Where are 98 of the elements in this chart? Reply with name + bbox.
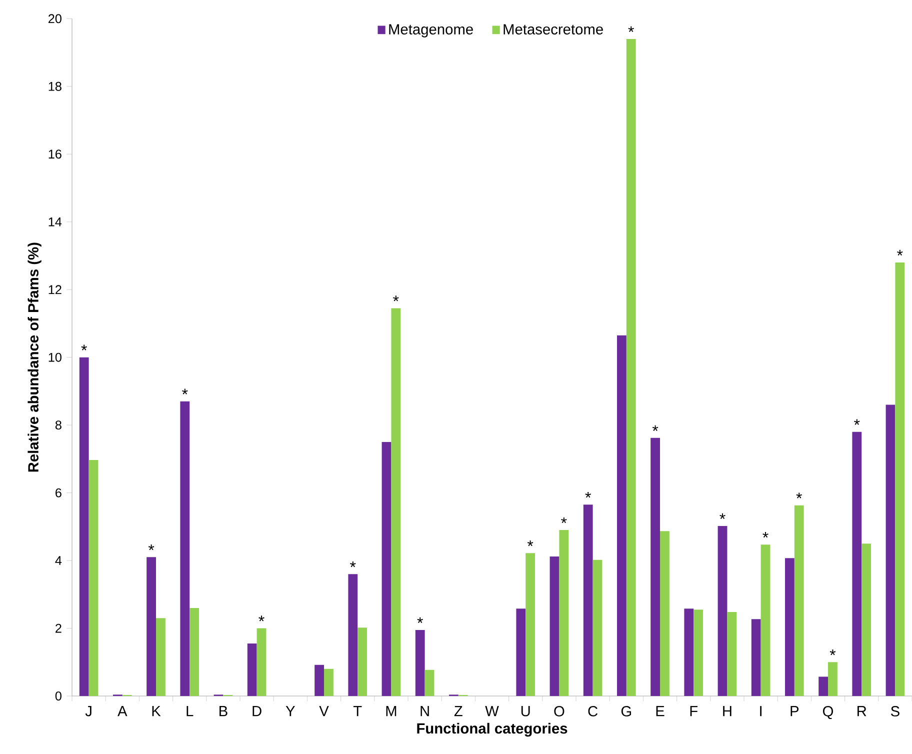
y-tick-label: 20 bbox=[48, 14, 62, 24]
bar bbox=[559, 530, 569, 696]
y-tick-label: 4 bbox=[55, 556, 62, 565]
bar bbox=[760, 544, 770, 696]
annotation: * bbox=[182, 388, 188, 394]
x-tick-label: I bbox=[760, 706, 762, 716]
annotation: * bbox=[350, 561, 356, 568]
bar bbox=[828, 662, 838, 696]
x-tick-label: R bbox=[858, 706, 866, 716]
bar bbox=[852, 432, 862, 696]
bar bbox=[314, 664, 324, 696]
annotation: * bbox=[417, 617, 423, 623]
bar bbox=[146, 557, 156, 696]
x-tick-label: L bbox=[186, 706, 194, 716]
annotation: * bbox=[796, 492, 802, 498]
bar bbox=[382, 442, 392, 696]
bar bbox=[180, 401, 190, 696]
bar bbox=[256, 628, 266, 696]
annotation: * bbox=[258, 616, 264, 622]
bar bbox=[694, 610, 704, 696]
annotation: * bbox=[628, 26, 634, 32]
y-tick-label: 18 bbox=[48, 82, 62, 91]
x-tick-label: Y bbox=[286, 706, 295, 716]
bar bbox=[886, 404, 896, 696]
x-tick-label: F bbox=[690, 706, 698, 716]
x-tick-label: P bbox=[790, 706, 799, 716]
x-tick-label: B bbox=[220, 706, 228, 716]
y-tick-label: 0 bbox=[55, 692, 62, 700]
annotation: * bbox=[830, 650, 836, 656]
bar bbox=[526, 553, 536, 696]
x-tick-label: G bbox=[621, 706, 632, 716]
bar bbox=[684, 608, 694, 696]
x-tick-label: T bbox=[353, 706, 362, 716]
annotation: * bbox=[762, 532, 768, 538]
x-tick-label: S bbox=[890, 706, 900, 716]
y-tick-label: 10 bbox=[48, 352, 62, 362]
x-tick-label: C bbox=[588, 706, 598, 716]
bar bbox=[660, 531, 670, 696]
annotation: * bbox=[81, 344, 87, 350]
annotation: * bbox=[148, 544, 154, 550]
annotation: * bbox=[720, 513, 726, 519]
bar bbox=[516, 608, 526, 696]
x-tick-label: W bbox=[485, 706, 499, 716]
annotation: * bbox=[854, 419, 860, 425]
bar bbox=[727, 612, 737, 696]
annotation: * bbox=[897, 250, 903, 256]
bar bbox=[751, 619, 761, 696]
x-tick-label: Z bbox=[454, 706, 462, 716]
bar bbox=[358, 628, 368, 696]
y-tick-label: 6 bbox=[56, 488, 62, 498]
bar bbox=[324, 668, 334, 696]
bar bbox=[156, 618, 166, 696]
legend-label: Metasecretome bbox=[504, 24, 603, 34]
legend-label: Metagenome bbox=[389, 24, 473, 38]
bar bbox=[550, 556, 560, 696]
x-tick-label: V bbox=[319, 706, 329, 716]
bar bbox=[895, 262, 905, 696]
y-axis-title: Relative abundance of Pfams (%) bbox=[28, 242, 42, 472]
bar bbox=[592, 560, 602, 696]
bar bbox=[190, 608, 200, 696]
x-tick-label: U bbox=[521, 706, 530, 716]
y-tick-label: 16 bbox=[48, 150, 62, 159]
bar bbox=[626, 38, 636, 696]
y-tick-label: 8 bbox=[55, 420, 62, 430]
annotation: * bbox=[393, 296, 399, 302]
bar bbox=[794, 505, 804, 696]
bar bbox=[862, 544, 872, 696]
y-tick-label: 14 bbox=[48, 218, 62, 226]
x-tick-label: A bbox=[118, 706, 128, 716]
bar bbox=[88, 460, 98, 696]
x-tick-label: H bbox=[723, 706, 732, 716]
x-tick-label: M bbox=[386, 706, 396, 716]
bar bbox=[583, 504, 593, 696]
bar bbox=[818, 676, 828, 696]
bar bbox=[391, 308, 401, 696]
y-tick-label: 12 bbox=[48, 285, 62, 294]
x-tick-label: K bbox=[152, 706, 161, 716]
annotation: * bbox=[527, 540, 534, 546]
bar bbox=[348, 574, 358, 696]
bar bbox=[415, 630, 425, 696]
x-tick-label: Q bbox=[822, 706, 834, 720]
bar bbox=[79, 357, 89, 696]
bar bbox=[247, 644, 257, 696]
bar bbox=[650, 438, 660, 696]
annotation: * bbox=[652, 425, 658, 431]
x-tick-label: E bbox=[656, 706, 664, 716]
bar bbox=[617, 335, 626, 696]
bar bbox=[785, 558, 794, 696]
bar bbox=[424, 670, 434, 696]
x-tick-label: J bbox=[85, 706, 92, 716]
x-tick-label: O bbox=[554, 706, 564, 716]
annotation: * bbox=[585, 492, 591, 498]
bar bbox=[718, 526, 728, 696]
annotation: * bbox=[561, 517, 567, 524]
y-tick-label: 2 bbox=[56, 624, 62, 633]
x-tick-label: N bbox=[420, 706, 429, 716]
x-axis-title: Functional categories bbox=[417, 722, 568, 737]
x-tick-label: D bbox=[252, 706, 262, 716]
